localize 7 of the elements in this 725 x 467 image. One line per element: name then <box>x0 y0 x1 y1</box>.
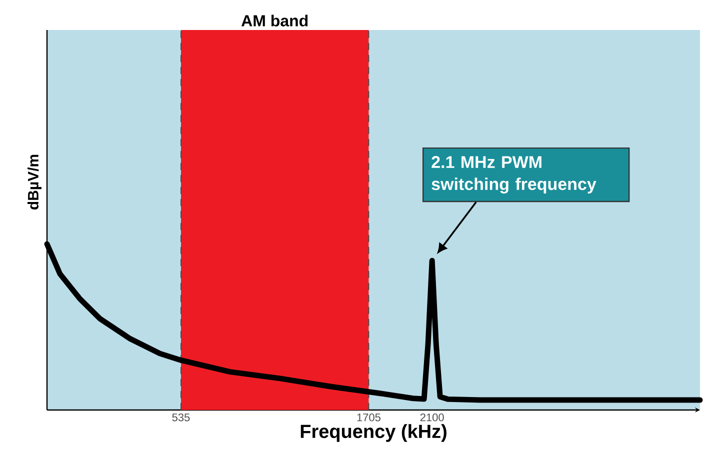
x-tick-label: 2100 <box>420 414 444 422</box>
band-label: AM band <box>241 14 308 26</box>
x-tick-label: 1705 <box>357 414 380 422</box>
x-tick-label: 535 <box>172 414 190 422</box>
y-axis-title: dBµV/m <box>27 154 42 210</box>
x-axis-title: Frequency (kHz) <box>300 424 446 442</box>
text: 2.1 MHz PWM switching frequency <box>432 156 596 194</box>
